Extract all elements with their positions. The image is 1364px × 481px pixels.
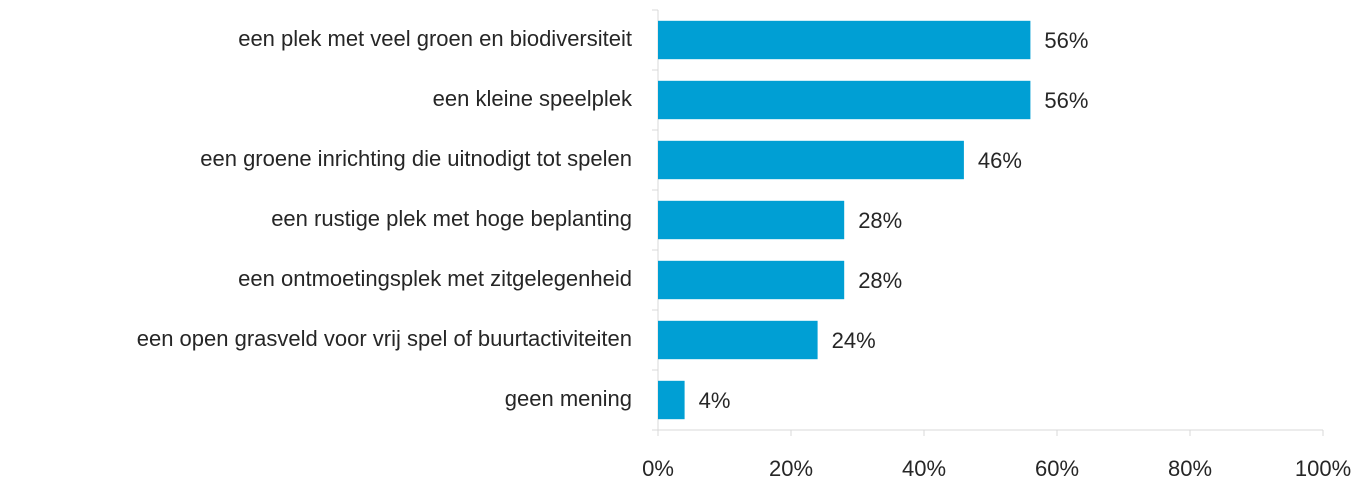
value-label: 28% <box>858 268 902 293</box>
bar <box>658 380 685 420</box>
y-tick-label: een open grasveld voor vrij spel of buur… <box>137 326 632 351</box>
y-tick-label: een kleine speelplek <box>433 86 633 111</box>
y-tick-label: een groene inrichting die uitnodigt tot … <box>200 146 632 171</box>
bar <box>658 140 964 180</box>
value-label: 28% <box>858 208 902 233</box>
bar <box>658 320 818 360</box>
x-tick-label: 60% <box>1035 456 1079 481</box>
x-tick-label: 0% <box>642 456 674 481</box>
bar <box>658 80 1031 120</box>
x-tick-label: 40% <box>902 456 946 481</box>
value-label: 4% <box>699 388 731 413</box>
value-label: 46% <box>978 148 1022 173</box>
value-label: 24% <box>832 328 876 353</box>
bar <box>658 20 1031 60</box>
value-label: 56% <box>1044 88 1088 113</box>
x-tick-label: 80% <box>1168 456 1212 481</box>
y-tick-label: geen mening <box>505 386 632 411</box>
value-label: 56% <box>1044 28 1088 53</box>
x-tick-label: 20% <box>769 456 813 481</box>
bar <box>658 260 845 300</box>
bar <box>658 200 845 240</box>
x-tick-label: 100% <box>1295 456 1351 481</box>
y-tick-label: een plek met veel groen en biodiversitei… <box>238 26 632 51</box>
y-tick-label: een rustige plek met hoge beplanting <box>271 206 632 231</box>
y-tick-label: een ontmoetingsplek met zitgelegenheid <box>238 266 632 291</box>
